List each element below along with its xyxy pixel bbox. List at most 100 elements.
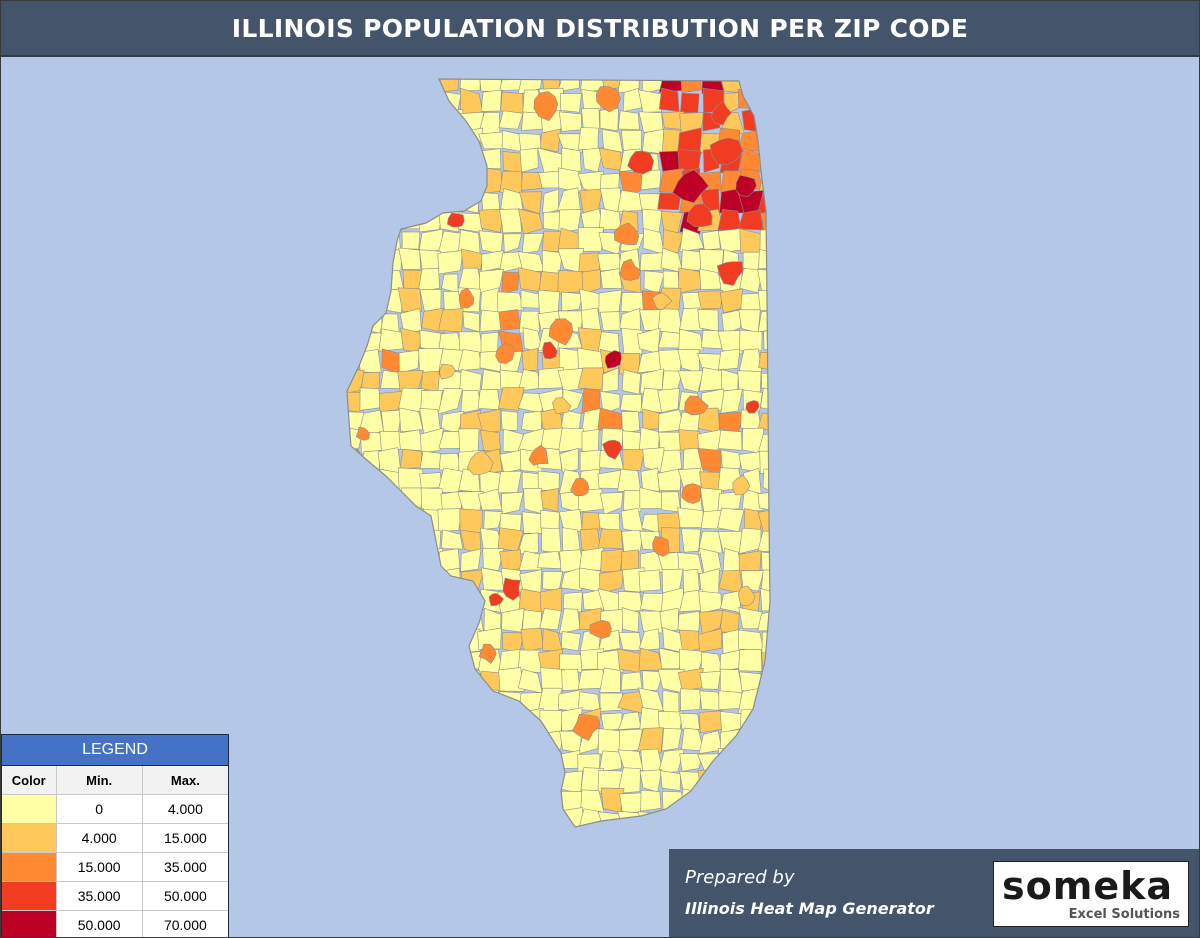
zip-area xyxy=(619,394,642,413)
zip-area xyxy=(581,269,601,295)
zip-area xyxy=(660,587,685,614)
zip-area xyxy=(699,807,725,827)
zip-area xyxy=(417,669,442,693)
legend-row: 4.000 15.000 xyxy=(2,824,228,853)
zip-area xyxy=(657,308,683,335)
zip-area xyxy=(399,79,425,94)
zip-area xyxy=(347,809,365,827)
zip-area xyxy=(621,529,645,553)
zip-area xyxy=(361,507,385,530)
zip-area xyxy=(662,812,683,827)
zip-area xyxy=(480,711,502,735)
zip-area xyxy=(380,588,405,613)
legend-swatch xyxy=(2,824,56,852)
zip-area xyxy=(361,831,384,852)
zip-area xyxy=(420,812,444,827)
zip-area xyxy=(521,828,544,853)
zip-hotspot xyxy=(548,318,574,346)
zip-area xyxy=(377,528,402,552)
logo-wordmark: someka xyxy=(1002,864,1174,908)
zip-hotspot xyxy=(738,585,756,607)
zip-area xyxy=(697,753,725,772)
zip-area xyxy=(459,172,483,193)
zip-area xyxy=(601,367,619,393)
zip-area xyxy=(377,790,405,815)
zip-area xyxy=(359,130,383,155)
zip-area xyxy=(479,808,500,827)
zip-area xyxy=(718,569,743,594)
zip-area xyxy=(341,830,364,854)
zip-area xyxy=(757,433,770,453)
zip-area xyxy=(760,588,770,612)
zip-area xyxy=(347,169,363,194)
zip-area xyxy=(380,507,401,534)
zip-area xyxy=(717,429,743,451)
zip-area xyxy=(622,448,645,474)
zip-area xyxy=(521,410,543,433)
zip-area xyxy=(439,191,462,215)
zip-area xyxy=(717,228,743,254)
zip-area xyxy=(347,228,362,255)
zip-area xyxy=(347,552,363,574)
zip-hotspot xyxy=(745,400,760,414)
zip-area xyxy=(719,609,740,634)
zip-hotspot xyxy=(355,426,370,441)
legend-min: 15.000 xyxy=(57,853,143,881)
zip-area xyxy=(759,450,770,474)
zip-area xyxy=(677,149,702,172)
zip-area xyxy=(501,271,520,294)
zip-area xyxy=(660,210,683,234)
zip-area xyxy=(359,730,385,755)
zip-area xyxy=(677,507,704,529)
zip-area xyxy=(398,672,424,692)
zip-area xyxy=(417,568,445,594)
zip-area xyxy=(681,528,701,553)
zip-area xyxy=(760,669,770,692)
zip-area xyxy=(661,728,683,752)
zip-area xyxy=(680,688,702,711)
zip-area xyxy=(620,831,641,848)
zip-hotspot xyxy=(652,292,673,311)
legend-row: 0 4.000 xyxy=(2,795,228,824)
zip-area xyxy=(359,171,383,190)
zip-hotspot xyxy=(627,150,654,175)
zip-area xyxy=(421,307,445,334)
zip-area xyxy=(519,767,544,795)
legend-swatch xyxy=(2,911,56,937)
zip-area xyxy=(398,349,420,374)
legend-min: 0 xyxy=(57,795,143,823)
zip-area xyxy=(740,79,763,92)
zip-area xyxy=(698,628,723,653)
zip-area xyxy=(378,207,403,233)
zip-area xyxy=(479,429,502,454)
zip-area xyxy=(378,567,402,590)
zip-area xyxy=(638,569,662,592)
zip-area xyxy=(358,268,379,292)
zip-area xyxy=(358,709,381,731)
zip-area xyxy=(599,311,621,331)
zip-area xyxy=(357,87,385,109)
zip-area xyxy=(519,728,541,754)
zip-area xyxy=(398,387,425,412)
zip-area xyxy=(657,388,680,413)
zip-area xyxy=(677,127,702,155)
zip-area xyxy=(422,771,442,792)
zip-area xyxy=(698,590,722,614)
zip-area xyxy=(377,131,405,153)
zip-area xyxy=(577,227,604,252)
zip-area xyxy=(459,193,479,214)
state-outline xyxy=(346,78,771,828)
zip-area xyxy=(478,79,503,93)
zip-area xyxy=(398,127,420,154)
zip-area xyxy=(381,189,405,214)
zip-area xyxy=(542,571,564,591)
zip-hotspot xyxy=(672,169,709,204)
zip-area xyxy=(617,468,642,492)
legend-min: 4.000 xyxy=(57,824,143,852)
zip-area xyxy=(720,388,743,414)
zip-hotspot xyxy=(602,439,623,460)
legend-max: 4.000 xyxy=(167,801,203,817)
zip-area xyxy=(620,671,643,691)
zip-area xyxy=(479,727,505,751)
zip-area xyxy=(741,790,763,813)
